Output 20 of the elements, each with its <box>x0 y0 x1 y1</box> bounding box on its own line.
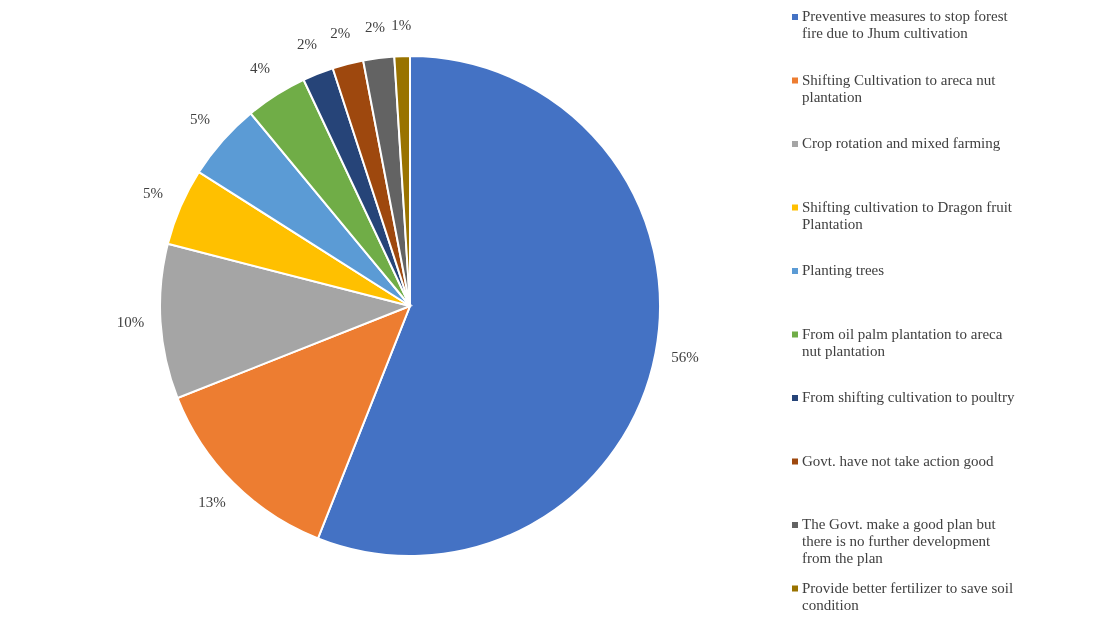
data-label: 2% <box>330 25 351 42</box>
legend-label: The Govt. make a good plan but there is no further development from the plan <box>802 516 997 567</box>
legend-label: Planting trees <box>802 262 885 279</box>
data-label: 5% <box>189 111 210 128</box>
data-label: 1% <box>391 16 412 33</box>
data-label: 56% <box>671 348 699 365</box>
data-label: 5% <box>143 185 164 202</box>
legend-label: Shifting cultivation to Dragon fruit Plantation <box>802 198 1013 232</box>
data-label: 13% <box>198 494 226 511</box>
legend-label: Govt. have not take action good <box>802 452 995 469</box>
legend-label: Shifting Cultivation to areca nut plantation <box>802 71 997 105</box>
data-label: 2% <box>296 36 317 53</box>
legend-label: Preventive measures to stop forest fire due to Jhum cultivation <box>802 8 1009 42</box>
legend-label: From shifting cultivation to poultry <box>802 389 1015 406</box>
legend-label: Crop rotation and mixed farming <box>802 135 1001 152</box>
legend-label: From oil palm plantation to areca nut plantation <box>802 325 1003 359</box>
legend-label: Provide better fertilizer to save soil condition <box>802 579 1014 613</box>
data-label: 2% <box>364 18 385 35</box>
data-label: 10% <box>116 314 145 331</box>
data-label: 4% <box>249 60 270 77</box>
